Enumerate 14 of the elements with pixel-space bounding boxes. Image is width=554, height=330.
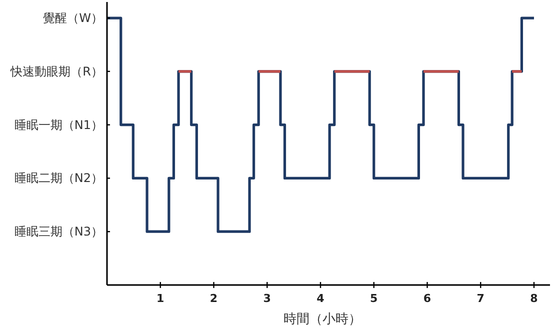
category-label: 睡眠三期（N3） [14, 224, 103, 239]
x-tick-label: 4 [316, 292, 325, 305]
x-tick-label: 1 [156, 292, 164, 305]
category-label: 快速動眼期（R） [10, 64, 103, 78]
category-label: 睡眠一期（N1） [14, 118, 103, 132]
category-label: 覺醒（W） [43, 11, 103, 26]
x-axis-title: 時間（小時） [284, 312, 362, 327]
x-tick-label: 8 [530, 292, 538, 305]
category-label: 睡眠二期（N2） [14, 171, 103, 186]
x-tick-label: 3 [263, 292, 271, 305]
x-tick-label: 6 [423, 292, 432, 305]
x-tick-label: 7 [476, 292, 484, 305]
x-tick-label: 2 [210, 292, 218, 305]
x-tick-label: 5 [370, 292, 378, 305]
